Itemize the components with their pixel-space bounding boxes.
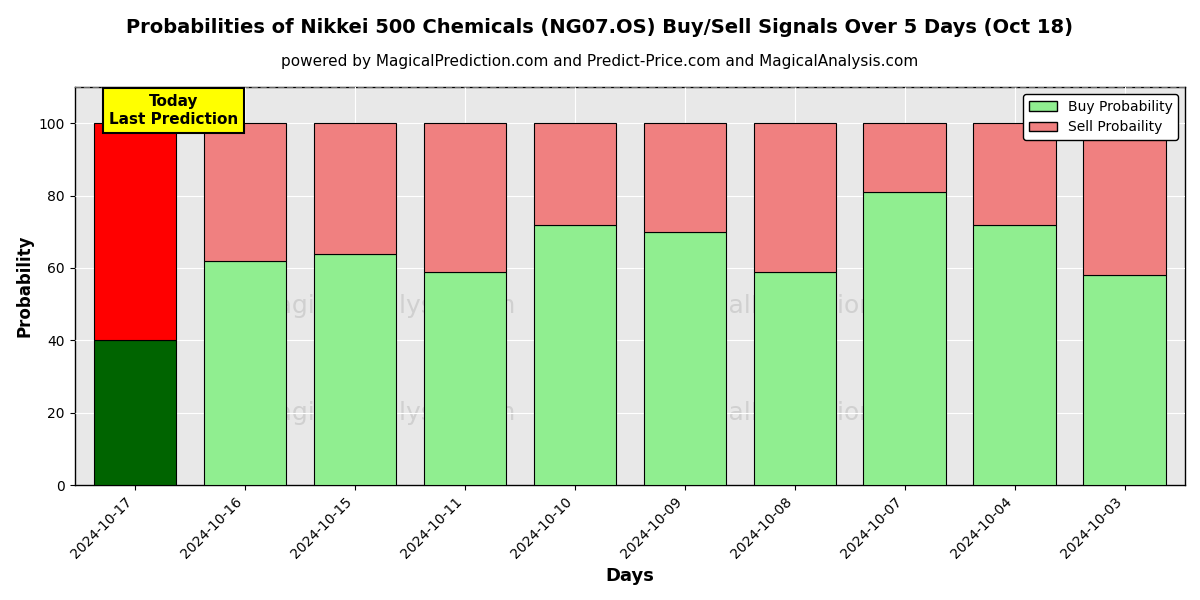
Bar xyxy=(204,261,287,485)
Text: MagicalPrediction.com: MagicalPrediction.com xyxy=(655,401,937,425)
Bar xyxy=(1084,123,1165,275)
Bar xyxy=(94,123,176,340)
Legend: Buy Probability, Sell Probaility: Buy Probability, Sell Probaility xyxy=(1024,94,1178,140)
Text: MagicalPrediction.com: MagicalPrediction.com xyxy=(655,294,937,318)
Bar xyxy=(534,123,616,224)
X-axis label: Days: Days xyxy=(605,567,654,585)
Bar xyxy=(864,192,946,485)
Text: powered by MagicalPrediction.com and Predict-Price.com and MagicalAnalysis.com: powered by MagicalPrediction.com and Pre… xyxy=(281,54,919,69)
Bar xyxy=(643,123,726,232)
Text: Probabilities of Nikkei 500 Chemicals (NG07.OS) Buy/Sell Signals Over 5 Days (Oc: Probabilities of Nikkei 500 Chemicals (N… xyxy=(126,18,1074,37)
Bar xyxy=(754,272,836,485)
Bar xyxy=(973,123,1056,224)
Text: MagicalAnalysis.com: MagicalAnalysis.com xyxy=(256,294,516,318)
Bar xyxy=(1084,275,1165,485)
Bar xyxy=(643,232,726,485)
Bar xyxy=(864,123,946,192)
Bar xyxy=(313,254,396,485)
Bar xyxy=(424,272,506,485)
Text: MagicalAnalysis.com: MagicalAnalysis.com xyxy=(256,401,516,425)
Bar xyxy=(424,123,506,272)
Bar xyxy=(204,123,287,261)
Y-axis label: Probability: Probability xyxy=(16,235,34,337)
Bar xyxy=(973,224,1056,485)
Bar xyxy=(754,123,836,272)
Text: Today
Last Prediction: Today Last Prediction xyxy=(109,94,239,127)
Bar xyxy=(313,123,396,254)
Bar xyxy=(534,224,616,485)
Bar xyxy=(94,340,176,485)
